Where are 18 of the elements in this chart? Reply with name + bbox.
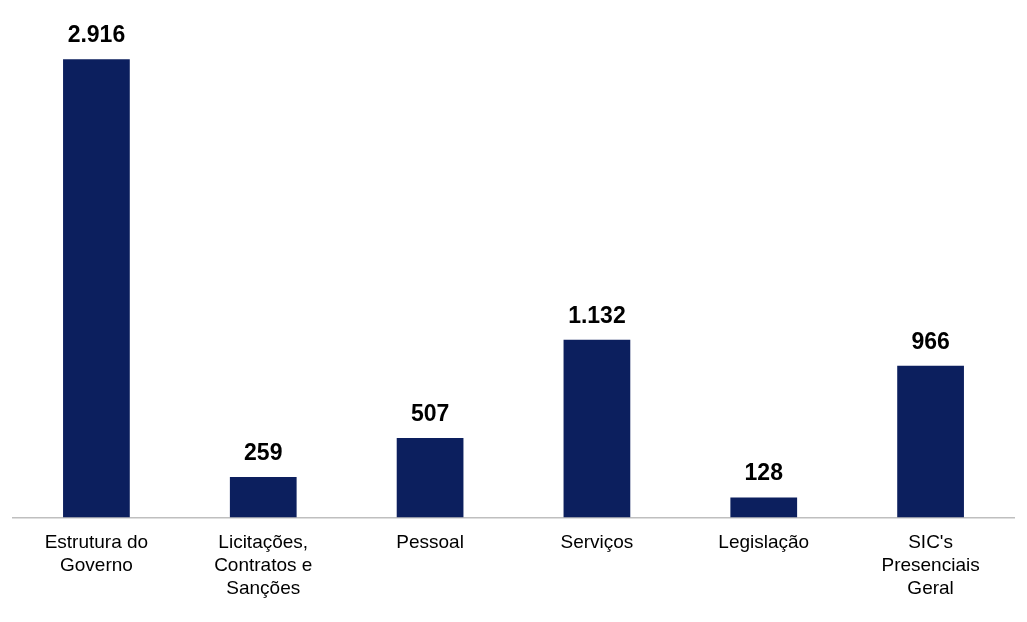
data-label: 1.132 (568, 301, 626, 328)
x-tick-label: Legislação (718, 531, 810, 553)
bar (63, 59, 130, 518)
data-label: 259 (244, 438, 283, 465)
x-tick-label: Serviços (560, 531, 634, 553)
bar (396, 437, 464, 518)
x-tick-label: SIC's Presenciais Geral (881, 531, 980, 598)
data-label: 966 (911, 327, 950, 354)
x-tick-label: Licitações, Contratos e Sanções (214, 531, 313, 598)
x-tick-label: Estrutura do Governo (44, 531, 149, 576)
x-tick-label: Pessoal (396, 531, 464, 553)
data-label: 2.916 (67, 21, 126, 48)
bar (897, 365, 964, 518)
data-label: 128 (744, 459, 784, 486)
bar (563, 339, 631, 518)
bar (229, 476, 297, 518)
data-label: 507 (410, 399, 450, 426)
bar (730, 497, 798, 518)
